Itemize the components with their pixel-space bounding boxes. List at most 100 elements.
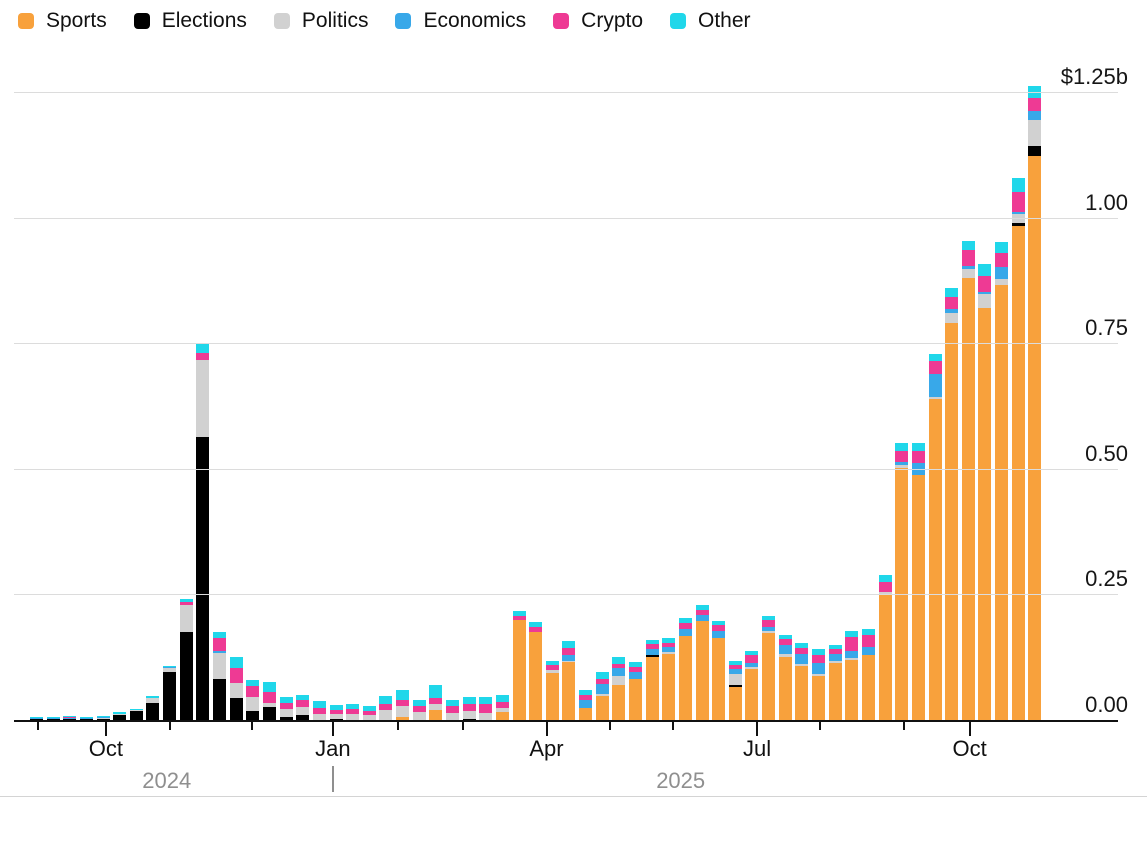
bar-segment-economics	[163, 667, 177, 669]
bar-segment-other	[279, 696, 293, 703]
bar-segment-crypto	[296, 699, 310, 708]
stacked-bar-week-27	[462, 697, 476, 720]
bar-segment-other	[412, 699, 426, 707]
bar-segment-other	[1011, 177, 1025, 192]
bar-segment-crypto	[712, 625, 726, 631]
bar-segment-politics	[778, 653, 792, 657]
bar-segment-politics	[495, 708, 509, 713]
bar-segment-economics	[812, 662, 826, 674]
bar-segment-politics	[429, 703, 443, 710]
month-tick-oct	[968, 722, 971, 736]
bar-segment-sports	[612, 684, 626, 720]
bar-segment-economics	[945, 309, 959, 314]
bar-segment-politics	[312, 713, 326, 720]
stacked-bar-week-51	[861, 628, 875, 720]
bar-segment-economics	[861, 647, 875, 655]
legend-swatch-other	[670, 12, 687, 29]
legend-item-other: Other	[670, 10, 751, 31]
stacked-bar-week-34	[579, 689, 593, 720]
bar-segment-economics	[795, 653, 809, 665]
bar-segment-sports	[878, 594, 892, 720]
bar-segment-economics	[745, 662, 759, 667]
bar-segment-crypto	[678, 622, 692, 629]
bar-segment-politics	[595, 693, 609, 696]
bar-segment-other	[812, 649, 826, 656]
stacked-bar-week-55	[928, 354, 942, 720]
stacked-bar-week-23	[396, 690, 410, 720]
bar-segment-elections	[1011, 223, 1025, 226]
legend-label: Sports	[46, 9, 107, 32]
bar-segment-other	[961, 241, 975, 250]
stacked-bar-week-42	[712, 620, 726, 720]
bar-segment-crypto	[346, 708, 360, 714]
bar-segment-other	[495, 694, 509, 702]
month-tick-apr	[545, 722, 548, 736]
bar-segment-other	[645, 639, 659, 645]
gridline-0.75	[14, 343, 1118, 345]
stacked-bar-week-6	[113, 712, 127, 720]
bar-segment-other	[63, 715, 77, 717]
month-tick-jul	[756, 722, 759, 736]
bar-segment-economics	[728, 668, 742, 675]
bar-segment-crypto	[861, 635, 875, 648]
bar-segment-elections	[146, 702, 160, 720]
bar-segment-politics	[196, 359, 210, 438]
stacked-bar-week-44	[745, 650, 759, 720]
bar-segment-elections	[1028, 145, 1042, 156]
bar-segment-crypto	[945, 296, 959, 310]
bar-segment-other	[945, 287, 959, 297]
legend-swatch-economics	[395, 12, 412, 29]
month-tick	[168, 722, 171, 730]
bar-segment-other	[695, 604, 709, 610]
bar-segment-economics	[595, 683, 609, 694]
bar-segment-other	[379, 696, 393, 704]
bar-segment-crypto	[629, 667, 643, 673]
bar-segment-politics	[1011, 214, 1025, 224]
bar-segment-sports	[545, 672, 559, 720]
stacked-bar-week-13	[229, 657, 243, 720]
stacked-bar-week-57	[961, 241, 975, 720]
x-axis-baseline	[14, 720, 1118, 722]
bar-segment-politics	[129, 709, 143, 711]
bar-segment-other	[629, 662, 643, 668]
bar-segment-crypto	[512, 616, 526, 621]
bar-segment-economics	[213, 650, 227, 653]
bar-segment-economics	[562, 654, 576, 662]
bar-segment-politics	[146, 698, 160, 703]
month-label-apr: Apr	[529, 736, 564, 761]
bar-segment-other	[312, 701, 326, 708]
bar-segment-crypto	[762, 620, 776, 628]
bar-segment-sports	[978, 307, 992, 720]
bar-segment-sports	[928, 398, 942, 720]
bar-segment-sports	[812, 676, 826, 720]
stacked-bar-week-60	[1011, 177, 1025, 720]
bar-segment-politics	[978, 294, 992, 308]
stacked-bar-week-56	[945, 287, 959, 720]
stacked-bar-week-16	[279, 696, 293, 720]
bar-segment-crypto	[812, 655, 826, 663]
year-divider	[331, 766, 334, 792]
bar-segment-other	[296, 694, 310, 700]
month-label-jul: Jul	[742, 736, 772, 761]
bar-segment-politics	[329, 713, 343, 719]
bar-segment-crypto	[429, 697, 443, 704]
bar-segment-other	[529, 622, 543, 628]
bar-segment-other	[362, 705, 376, 711]
bar-segment-sports	[695, 620, 709, 720]
legend-label: Economics	[423, 9, 527, 32]
legend-label: Politics	[301, 9, 369, 32]
stacked-bar-week-39	[662, 638, 676, 720]
bar-segment-politics	[163, 668, 177, 673]
stacked-bar-week-38	[645, 639, 659, 720]
y-axis-label-0.00: 0.00	[1085, 692, 1128, 717]
bar-segment-other	[329, 704, 343, 710]
bar-segment-economics	[46, 718, 60, 719]
bar-segment-politics	[745, 666, 759, 670]
bar-segment-crypto	[262, 691, 276, 703]
bar-segment-other	[562, 641, 576, 649]
bar-segment-sports	[562, 662, 576, 720]
bar-segment-economics	[30, 718, 43, 719]
bar-segment-crypto	[445, 706, 459, 713]
gridline-0.5	[14, 468, 1118, 470]
legend-item-elections: Elections	[133, 10, 247, 31]
